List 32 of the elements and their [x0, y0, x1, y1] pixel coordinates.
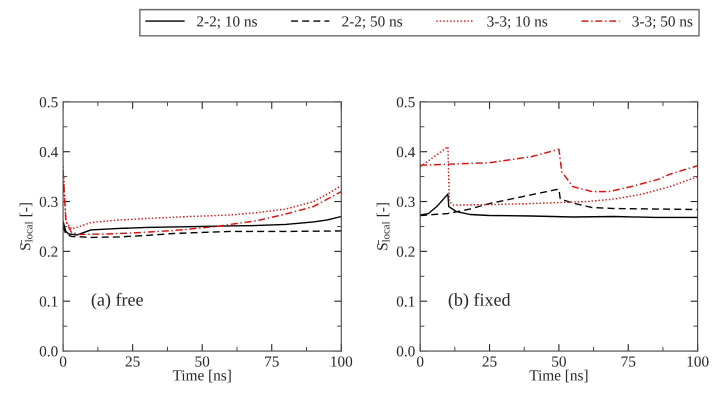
x-tick-label: 100: [688, 356, 709, 367]
y-tick-label: 0.3: [40, 196, 58, 208]
x-tick-label: 0: [416, 356, 424, 367]
y-tick-label: 0.4: [40, 146, 58, 158]
annotation: (a) free: [92, 292, 143, 310]
legend-label: 2-2; 50 ns: [342, 16, 402, 29]
y-axis-title: S̄$_{local}$ [-]: [376, 203, 390, 250]
y-tick-label: 0.0: [40, 346, 58, 357]
x-tick-label: 50: [195, 356, 210, 367]
y-tick-label: 0.4: [396, 146, 416, 158]
y-axis-title: S̄$_{local}$ [-]: [20, 203, 32, 250]
x-tick-label: 75: [265, 356, 279, 367]
y-tick-label: 0.3: [396, 196, 415, 208]
y-tick-label: 0.5: [396, 97, 415, 108]
legend-label: 3-3; 50 ns: [632, 16, 692, 29]
x-tick-label: 100: [331, 356, 352, 367]
y-tick-label: 0.1: [396, 296, 414, 307]
x-tick-label: 0: [60, 356, 66, 367]
x-tick-label: 25: [482, 356, 497, 367]
y-tick-label: 0.5: [40, 97, 58, 108]
x-tick-label: 25: [126, 356, 140, 367]
y-tick-label: 0.0: [396, 346, 415, 357]
y-tick-label: 0.1: [40, 296, 58, 307]
y-tick-label: 0.2: [396, 246, 414, 257]
y-tick-label: 0.2: [40, 246, 58, 257]
x-tick-label: 50: [552, 356, 566, 367]
x-axis-title: Time [ns]: [172, 370, 231, 382]
x-tick-label: 75: [622, 356, 636, 367]
annotation: (b) fixed: [448, 292, 510, 310]
legend-label: 3-3; 10 ns: [487, 16, 548, 29]
x-axis-title: Time [ns]: [530, 370, 588, 382]
legend-label: 2-2; 10 ns: [197, 16, 257, 29]
